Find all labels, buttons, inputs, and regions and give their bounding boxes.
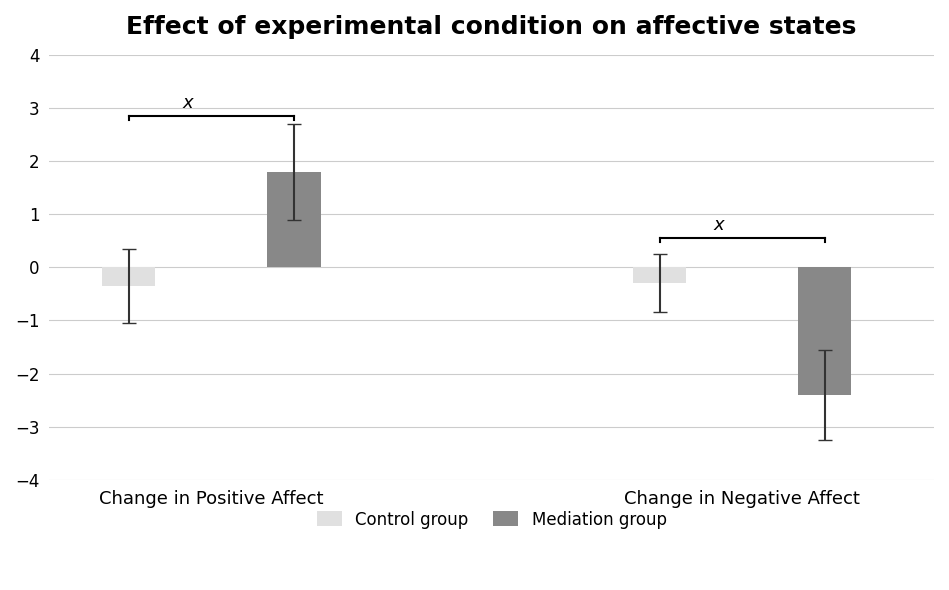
Bar — [102, 267, 156, 286]
Text: x: x — [182, 94, 194, 112]
Bar — [798, 267, 851, 395]
Text: x: x — [714, 216, 724, 234]
Title: Effect of experimental condition on affective states: Effect of experimental condition on affe… — [126, 15, 857, 39]
Legend: Control group, Mediation group: Control group, Mediation group — [310, 504, 673, 535]
Bar — [633, 267, 686, 283]
Bar — [268, 172, 321, 267]
